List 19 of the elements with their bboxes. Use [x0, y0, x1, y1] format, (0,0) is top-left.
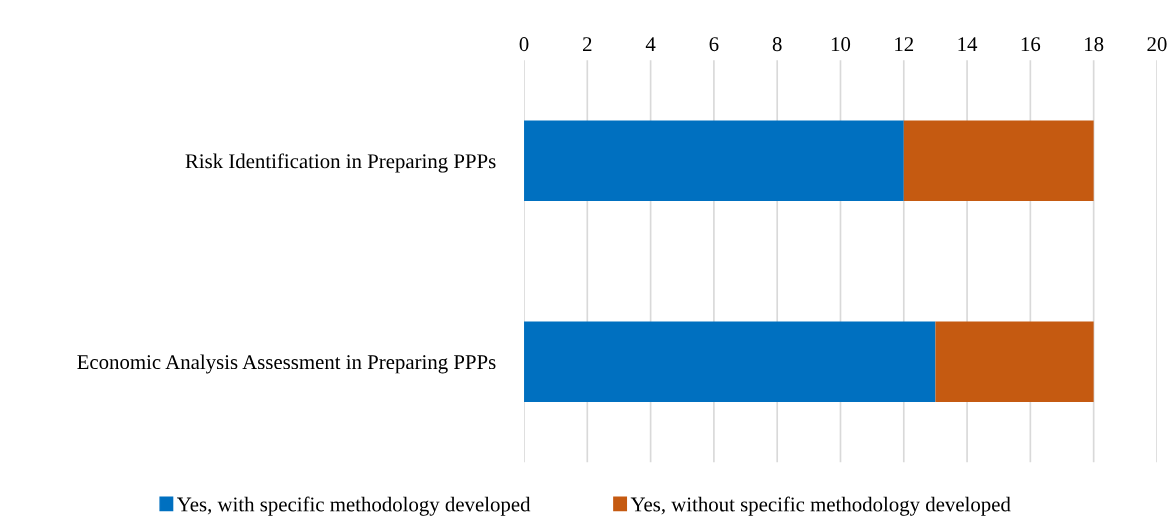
x-tick-label: 2: [583, 37, 592, 51]
bar: [524, 321, 936, 402]
x-tick-label: 0: [519, 37, 529, 52]
x-tick-label: 4: [645, 37, 656, 51]
bar: [903, 120, 1094, 201]
legend-label: Yes, without specific methodology developed: [630, 496, 1011, 516]
y-tick-label: Economic Analysis Assessment in Preparing PPPs: [77, 354, 496, 374]
x-tick-label: 20: [1147, 37, 1167, 52]
x-tick-label: 10: [831, 37, 851, 52]
y-tick-label: Risk Identification in Preparing PPPs: [185, 153, 496, 173]
x-tick-label: 8: [772, 37, 782, 52]
bar: [524, 120, 904, 201]
x-tick-label: 16: [1021, 37, 1041, 52]
bar: [935, 321, 1094, 402]
x-tick-label: 14: [958, 37, 978, 51]
legend-label: Yes, with specific methodology developed: [177, 496, 531, 516]
x-tick-label: 6: [709, 37, 719, 52]
x-tick-label: 18: [1085, 37, 1104, 52]
x-tick-label: 12: [895, 37, 914, 51]
